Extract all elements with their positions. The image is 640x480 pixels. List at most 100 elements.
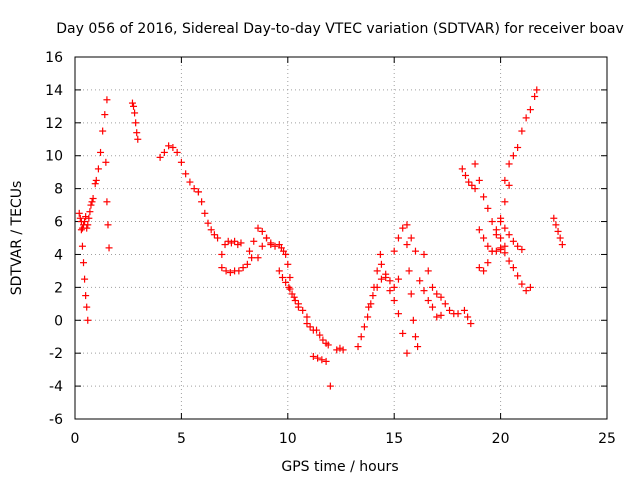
data-point [522, 114, 530, 122]
series-arc-21 [365, 270, 402, 311]
data-point [394, 234, 402, 242]
data-point [484, 242, 492, 250]
data-point [558, 241, 566, 249]
data-point [75, 209, 83, 217]
data-point [501, 198, 509, 206]
data-point [258, 227, 266, 235]
axis-ticks [74, 56, 608, 420]
y-tick-label: 2 [54, 280, 63, 296]
chart-title: Day 056 of 2016, Sidereal Day-to-day VTE… [56, 21, 624, 37]
data-point [433, 313, 441, 321]
data-point [533, 86, 541, 94]
data-point [550, 214, 558, 222]
data-point [101, 111, 109, 119]
data-point [492, 247, 500, 255]
data-point [291, 297, 299, 305]
data-point [460, 306, 468, 314]
data-point [267, 239, 275, 247]
data-point [83, 303, 91, 311]
data-point [92, 176, 100, 184]
data-point [497, 218, 505, 226]
data-point [522, 287, 530, 295]
data-point [394, 310, 402, 318]
data-point [80, 259, 88, 267]
data-point [458, 165, 466, 173]
data-point [218, 264, 226, 272]
data-point [210, 231, 218, 239]
data-point [224, 237, 232, 245]
data-point [407, 234, 415, 242]
data-point [468, 181, 476, 189]
y-axis-label: SDTVAR / TECUs [9, 181, 25, 296]
data-point [87, 201, 95, 209]
data-point [239, 264, 247, 272]
data-point [475, 264, 483, 272]
data-point [314, 354, 322, 362]
y-tick-label: 14 [45, 83, 63, 99]
series-arc-09 [218, 237, 245, 258]
series-arc-27 [437, 293, 462, 318]
data-point [226, 269, 234, 277]
data-point [306, 323, 314, 331]
series-arc-07 [156, 142, 202, 196]
data-point [501, 224, 509, 232]
y-tick-labels: -6 -4 -2 0 2 4 6 8 10 12 14 16 [45, 50, 63, 428]
data-point [518, 246, 526, 254]
data-point [497, 244, 505, 252]
series-arc-29 [460, 306, 475, 328]
data-point [324, 341, 332, 349]
data-point [214, 234, 222, 242]
data-point [497, 234, 505, 242]
data-point [97, 148, 105, 156]
data-point [207, 226, 215, 234]
data-point [467, 320, 475, 328]
data-point [333, 346, 341, 354]
series-arc-19 [333, 344, 347, 354]
data-point [165, 142, 173, 150]
data-point [190, 185, 198, 193]
data-point [309, 352, 317, 360]
data-point [77, 226, 85, 234]
data-point [399, 224, 407, 232]
data-point [403, 349, 411, 357]
data-point [556, 234, 564, 242]
data-point [275, 267, 283, 275]
series-arc-22 [377, 260, 411, 357]
series-arc-13 [275, 241, 294, 281]
data-point [227, 239, 235, 247]
data-point [285, 283, 293, 291]
data-point [237, 239, 245, 247]
series-arc-15 [286, 285, 311, 321]
data-point [488, 218, 496, 226]
series-arc-32 [475, 226, 509, 255]
data-point [464, 313, 472, 321]
data-point [105, 244, 113, 252]
series-arc-06 [128, 99, 142, 143]
data-point [471, 185, 479, 193]
data-point [475, 226, 483, 234]
series-arc-01 [75, 209, 90, 232]
data-point [354, 343, 362, 351]
y-tick-label: 12 [45, 116, 63, 132]
data-point [509, 264, 517, 272]
data-point [369, 292, 377, 300]
data-point [526, 283, 534, 291]
data-point [437, 293, 445, 301]
data-point [303, 313, 311, 321]
data-point [382, 273, 390, 281]
data-point [85, 214, 93, 222]
data-point [94, 165, 102, 173]
data-point [222, 267, 230, 275]
data-point [433, 290, 441, 298]
data-point [429, 283, 437, 291]
series-arc-33 [501, 86, 541, 184]
data-point [403, 221, 411, 229]
data-point [407, 290, 415, 298]
data-point [319, 336, 327, 344]
data-point [446, 306, 454, 314]
data-point [81, 218, 89, 226]
data-point [518, 127, 526, 135]
series-arc-17 [309, 352, 330, 365]
data-point [248, 254, 256, 262]
data-point [156, 153, 164, 161]
